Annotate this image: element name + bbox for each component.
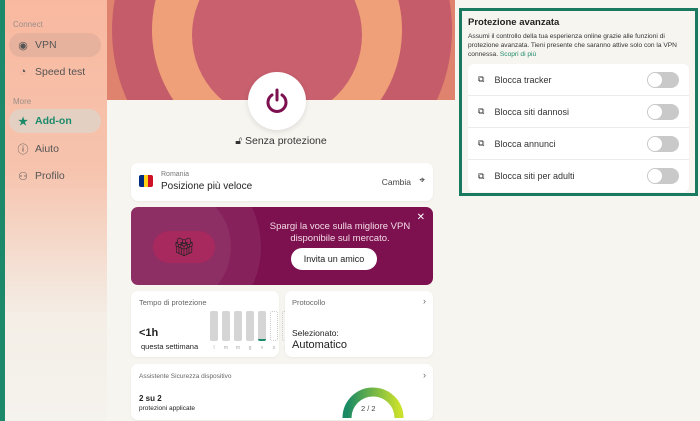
star-icon: ★	[18, 115, 28, 128]
day-bar: m	[234, 311, 242, 351]
window-edge	[0, 0, 5, 421]
sidebar: Connect ◉ VPN ◔ Speed test More ★ Add-on ⓘ A…	[5, 0, 107, 421]
unlock-icon: 🔓︎	[235, 135, 243, 147]
card-title: Protocollo	[292, 298, 326, 307]
shield-icon: ⧉	[478, 170, 485, 181]
change-location-button[interactable]: Cambia	[381, 177, 411, 187]
day-label: g	[248, 345, 252, 351]
gift-icon: 🎁︎	[153, 231, 215, 263]
sidebar-item-label: Speed test	[35, 66, 86, 78]
day-bar: s	[270, 311, 278, 351]
sidebar-item-label: VPN	[35, 39, 57, 51]
protection-time-card: Tempo di protezione <1h questa settimana…	[131, 291, 290, 357]
speedometer-icon: ◔	[19, 66, 27, 78]
help-icon: ⓘ	[17, 144, 29, 156]
sidebar-item-label: Profilo	[35, 170, 65, 182]
toggle-tracker[interactable]	[647, 71, 679, 88]
card-title: Assistente Sicurezza dispositivo	[139, 373, 232, 380]
day-label: l	[213, 345, 215, 351]
connection-status: 🔓︎ Senza protezione	[107, 135, 455, 148]
location-name: Posizione più veloce	[161, 181, 253, 192]
feature-label: Blocca siti per adulti	[494, 171, 575, 181]
promo-banner: 🎁︎ Spargi la voce sulla migliore VPN dis…	[131, 207, 433, 285]
feature-row-adult: ⧉ Blocca siti per adulti	[468, 160, 689, 192]
feature-label: Blocca tracker	[494, 74, 552, 85]
promo-text: Spargi la voce sulla migliore VPN dispon…	[269, 221, 411, 244]
day-bar: l	[210, 311, 218, 351]
day-bar: v	[258, 311, 266, 351]
sidebar-item-vpn[interactable]: ◉ VPN	[9, 33, 101, 57]
feature-row-ads: ⧉ Blocca annunci	[468, 128, 689, 160]
feature-label: Blocca annunci	[494, 138, 556, 149]
shield-icon: ⧉	[478, 106, 485, 116]
toggle-malicious[interactable]	[647, 103, 679, 120]
panel-description: Assumi il controllo della tua esperienza…	[468, 33, 677, 58]
advanced-protection-panel: Protezione avanzata Assumi il controllo …	[455, 0, 700, 421]
protocol-value: Automatico	[292, 339, 348, 351]
protection-time-value: <1h	[139, 327, 159, 339]
toggle-ads[interactable]	[647, 135, 679, 152]
user-icon: ⚇	[18, 170, 28, 183]
invite-friend-button[interactable]: Invita un amico	[291, 248, 377, 270]
sidebar-item-help[interactable]: ⓘ Aiuto	[9, 137, 101, 161]
feature-label: Blocca siti dannosi	[494, 106, 569, 117]
day-label: v	[260, 345, 264, 351]
advanced-protection-box: Protezione avanzata Assumi il controllo …	[459, 8, 698, 196]
assistant-sub: protezioni applicate	[139, 405, 196, 412]
gauge-label: 2 / 2	[361, 404, 376, 413]
day-bar: g	[246, 311, 254, 351]
shield-icon: ⧉	[478, 138, 485, 148]
connect-power-button[interactable]	[248, 72, 306, 130]
assistant-value: 2 su 2	[139, 394, 162, 403]
chevron-right-icon: ›	[423, 296, 426, 306]
security-assistant-card[interactable]: Assistente Sicurezza dispositivo › 2 su …	[131, 364, 433, 420]
security-gauge	[342, 387, 404, 419]
day-bar: m	[222, 311, 230, 351]
feature-row-tracker: ⧉ Blocca tracker	[468, 64, 689, 96]
toggle-adult[interactable]	[647, 168, 679, 184]
chevron-right-icon: ›	[423, 370, 426, 380]
section-more: More	[13, 97, 32, 106]
day-label: m	[223, 345, 229, 351]
section-connect: Connect	[13, 20, 43, 29]
day-label: m	[235, 345, 241, 351]
shield-icon: ⧉	[478, 74, 485, 84]
romania-flag-icon	[139, 175, 153, 187]
sidebar-item-speed-test[interactable]: ◔ Speed test	[9, 60, 101, 84]
protection-time-period: questa settimana	[141, 342, 199, 351]
location-pin-icon: ⌖	[419, 175, 425, 186]
vpn-icon: ◉	[18, 39, 28, 52]
weekly-bars: lmmgvsd	[210, 311, 290, 351]
card-title: Tempo di protezione	[139, 298, 207, 307]
location-country: Romania	[161, 171, 190, 178]
sidebar-item-label: Add-on	[35, 115, 72, 127]
location-card[interactable]: Romania Posizione più veloce Cambia ⌖	[131, 163, 433, 201]
power-icon	[266, 88, 288, 113]
protocol-card[interactable]: Protocollo › Selezionato: Automatico	[285, 291, 433, 357]
status-text: Senza protezione	[245, 135, 327, 147]
sidebar-item-label: Aiuto	[35, 143, 59, 155]
learn-more-link[interactable]: Scopri di più	[499, 51, 537, 58]
sidebar-item-profile[interactable]: ⚇ Profilo	[9, 164, 101, 188]
feature-list: ⧉ Blocca tracker ⧉ Blocca siti dannosi ⧉ Bl…	[468, 64, 689, 192]
sidebar-item-add-on[interactable]: ★ Add-on	[9, 109, 101, 133]
main-area: 🔓︎ Senza protezione Romania Posizione pi…	[107, 0, 455, 421]
feature-row-malicious: ⧉ Blocca siti dannosi	[468, 96, 689, 128]
close-icon[interactable]: ✕	[416, 212, 425, 223]
day-label: s	[272, 345, 276, 351]
protocol-selected-label: Selezionato:	[292, 328, 339, 338]
panel-title: Protezione avanzata	[468, 17, 560, 28]
